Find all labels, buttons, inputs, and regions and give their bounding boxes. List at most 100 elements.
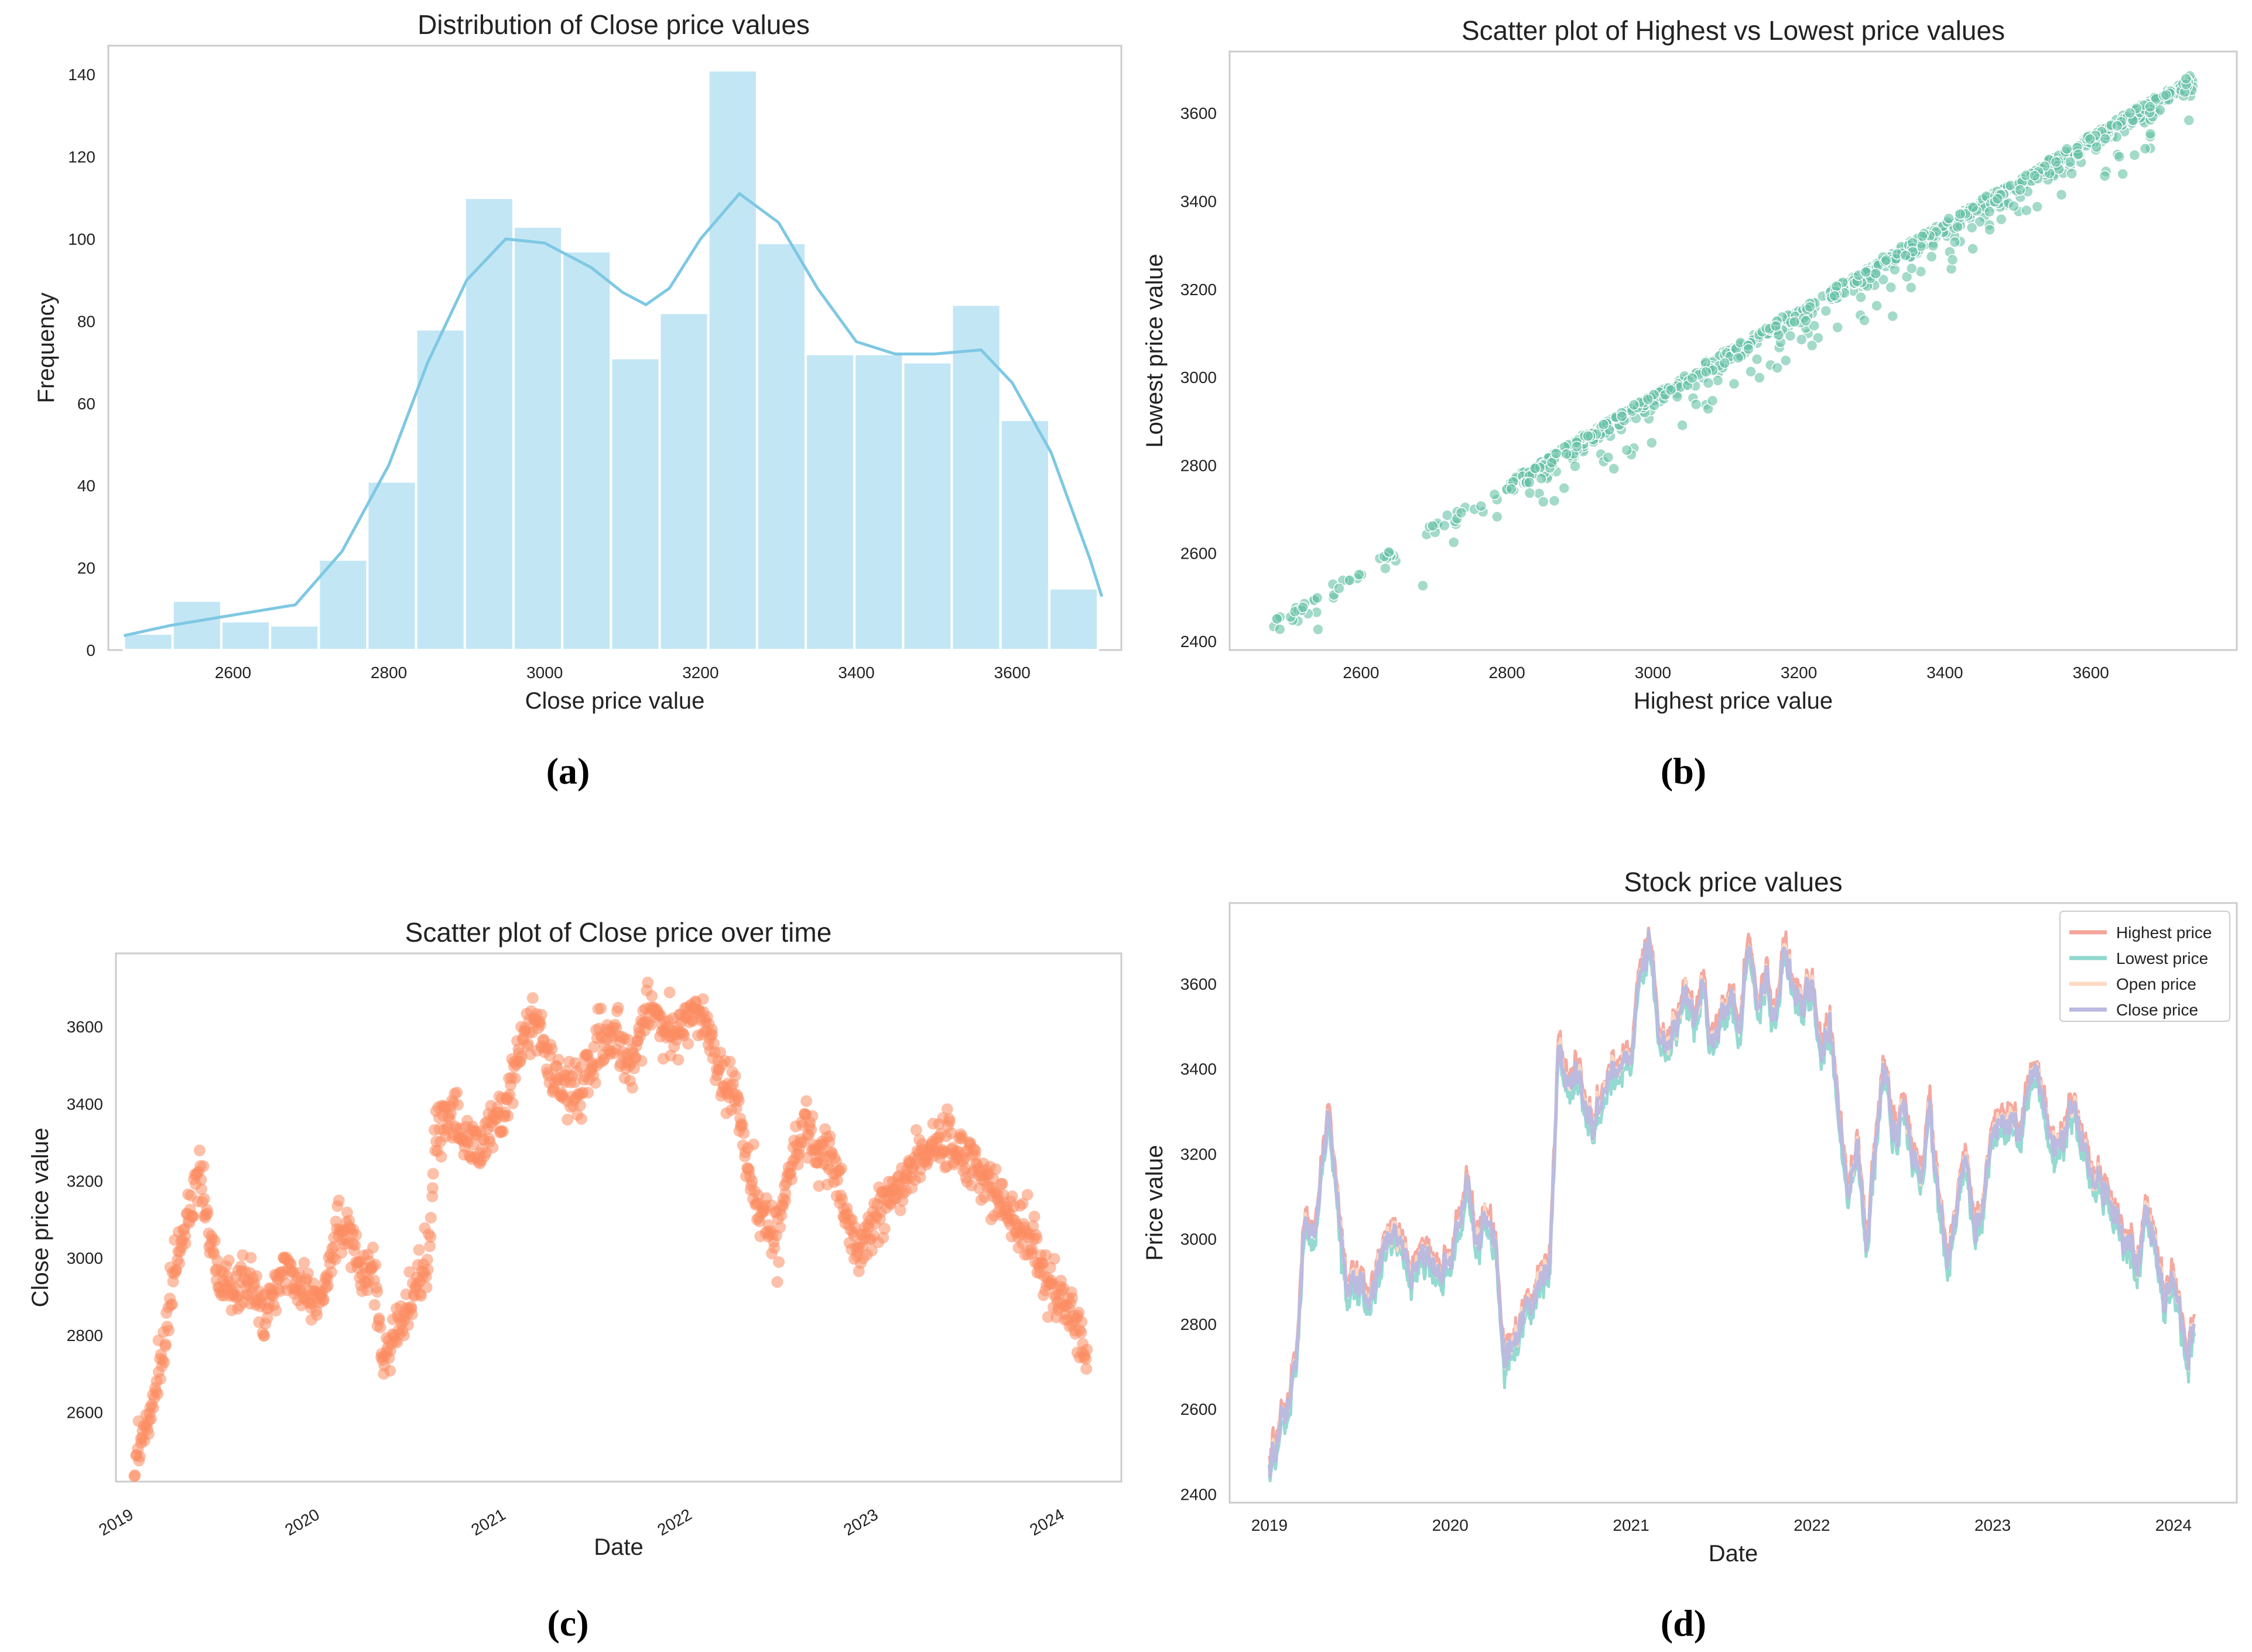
scatter-point (1524, 487, 1536, 499)
scatter-point (1690, 398, 1702, 411)
x-tick-label: 2023 (840, 1505, 881, 1539)
scatter-point (1523, 477, 1535, 488)
scatter-point (425, 1212, 437, 1224)
scatter-point (1582, 430, 1594, 442)
scatter-point (1991, 193, 2004, 205)
y-tick-label: 80 (77, 312, 95, 330)
x-tick-label: 2021 (1613, 1516, 1649, 1534)
scatter-point (746, 1175, 758, 1187)
scatter-point (697, 993, 709, 1005)
scatter-point (1967, 243, 1979, 255)
x-tick-label: 2021 (468, 1505, 508, 1539)
scatter-point (147, 1402, 159, 1414)
scatter-point (1706, 395, 1719, 406)
scatter-point (427, 1168, 439, 1180)
scatter-point (836, 1193, 848, 1205)
scatter-point (1535, 473, 1548, 484)
y-tick-label: 3600 (1180, 104, 1217, 122)
scatter-point (626, 1082, 638, 1094)
scatter-point (1832, 321, 1843, 333)
chart-title-d: Stock price values (1624, 867, 1842, 897)
scatter-point (706, 1028, 718, 1041)
scatter-point (582, 1086, 594, 1099)
y-tick-label: 3200 (67, 1172, 103, 1190)
x-tick-label: 3400 (1926, 663, 1963, 682)
scatter-point (1860, 266, 1872, 278)
x-tick-label: 3400 (838, 663, 874, 682)
scatter-point (1967, 201, 1979, 213)
scatter-point (1608, 463, 1620, 475)
scatter-point (1505, 483, 1517, 495)
scatter-point (2066, 167, 2078, 180)
scatter-point (2099, 170, 2111, 182)
scatter-point (1075, 1326, 1087, 1339)
scatter-point (534, 1019, 546, 1031)
y-tick-label: 3200 (1180, 1145, 1217, 1163)
scatter-point (1628, 399, 1640, 411)
y-tick-label: 40 (77, 477, 95, 495)
scatter-point (1353, 569, 1365, 580)
scatter-point (1855, 291, 1867, 303)
scatter-point (800, 1095, 813, 1107)
scatter-point (1700, 366, 1712, 378)
scatter-point (1925, 251, 1938, 263)
scatter-point (425, 1231, 437, 1243)
scatter-point (145, 1413, 157, 1425)
histogram-bar (1048, 587, 1100, 651)
scatter-point (779, 1188, 792, 1200)
scatter-point (1719, 357, 1731, 369)
legend-label: Lowest price (2116, 949, 2208, 967)
y-tick-label: 3200 (1180, 281, 1217, 299)
scatter-point (775, 1209, 788, 1222)
scatter-point (193, 1144, 206, 1157)
scatter-point (2014, 184, 2026, 196)
panel-c: Scatter plot of Close price over time 201… (28, 917, 1122, 1560)
scatter-point (1800, 314, 1812, 327)
scatter-point (2090, 141, 2103, 153)
scatter-point (1621, 444, 1633, 456)
scatter-point (1271, 613, 1283, 625)
y-tick-label: 2600 (1180, 545, 1217, 563)
scatter-point (2061, 143, 2073, 155)
scatter-point (552, 1054, 564, 1066)
panel-b: Scatter plot of Highest vs Lowest price … (1142, 15, 2238, 714)
scatter-point (562, 1113, 574, 1126)
y-tick-label: 3600 (1180, 975, 1217, 993)
panel-d: Stock price values 2019 2020 2021 2022 2023 20… (1142, 867, 2238, 1567)
scatter-point (774, 1221, 786, 1233)
scatter-point (1676, 419, 1688, 432)
scatter-point (134, 1451, 146, 1463)
x-tick-label: 2020 (1432, 1516, 1469, 1534)
scatter-point (2064, 156, 2076, 168)
scatter-point (2072, 148, 2085, 160)
legend-label: Open price (2116, 975, 2196, 993)
scatter-point (1906, 262, 1918, 275)
scatter-point (1455, 507, 1467, 519)
scatter-point (326, 1266, 337, 1278)
scatter-point (733, 1095, 745, 1107)
scatter-point (1808, 320, 1820, 331)
scatter-point (1646, 437, 1658, 449)
scatter-point (1871, 300, 1883, 312)
scatter-point (374, 1321, 386, 1333)
x-tick-label: 2020 (282, 1505, 322, 1539)
scatter-point (2084, 133, 2096, 145)
scatter-point (546, 1043, 558, 1055)
scatter-point (2124, 107, 2136, 119)
scatter-point (943, 1116, 956, 1128)
y-tick-label: 120 (68, 148, 95, 166)
scatter-point (1770, 320, 1782, 332)
points-b (1268, 70, 2199, 635)
scatter-point (373, 1312, 385, 1325)
scatter-point (1702, 377, 1714, 389)
x-tick-label: 3000 (1635, 663, 1671, 682)
scatter-point (509, 1072, 521, 1085)
scatter-point (805, 1124, 817, 1135)
scatter-point (129, 1469, 141, 1482)
scatter-point (426, 1182, 439, 1194)
scatter-point (1806, 340, 1818, 351)
scatter-point (173, 1257, 186, 1270)
scatter-point (1073, 1306, 1085, 1319)
x-tick-label: 2600 (215, 663, 251, 682)
x-tick-label: 2022 (654, 1505, 694, 1539)
